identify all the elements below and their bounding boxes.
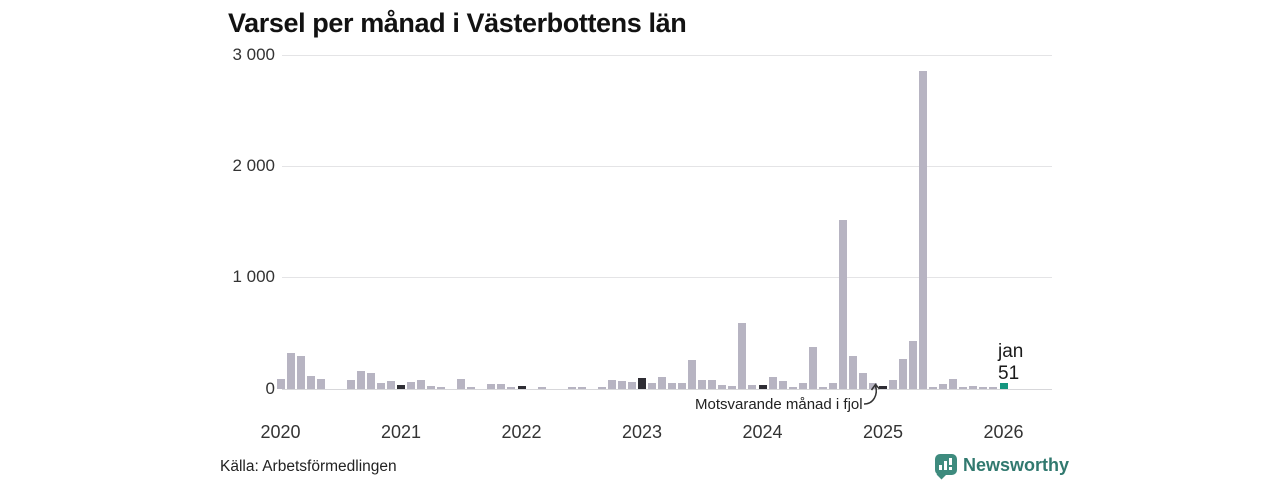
bar-2023-02 [648,383,657,389]
bar-2024-11 [858,373,867,389]
bar-2023-07 [698,380,707,389]
gridline-3000 [282,55,1052,56]
x-tick-label: 2022 [501,422,542,442]
x-tick-label: 2025 [862,422,904,442]
x-tick-label: 2021 [380,422,422,442]
gridline-0 [282,389,1052,390]
bar-2024-10 [848,356,857,389]
bar-2024-05 [798,383,807,389]
bar-2023-08 [708,380,717,389]
bar-2020-04 [306,376,315,389]
bar-2023-10 [728,386,737,389]
bar-2025-11 [979,387,988,389]
bar-2026-01 [999,383,1008,389]
gridline-1000 [282,277,1052,278]
source-credit: Källa: Arbetsförmedlingen [220,458,397,475]
bar-2024-02 [768,377,777,389]
bar-2025-06 [929,387,938,389]
bar-2025-08 [949,379,958,389]
bar-2022-11 [617,381,626,389]
bar-2021-03 [417,380,426,389]
newsworthy-speech-bubble-bar-chart-icon [935,454,957,480]
bar-2020-11 [376,383,385,389]
y-tick-label: 3 000 [232,45,275,64]
bar-2021-11 [497,384,506,389]
bar-2025-07 [939,384,948,389]
bar-2022-06 [567,387,576,389]
bar-2022-03 [537,387,546,389]
bar-2020-03 [296,356,305,389]
bar-2023-12 [748,385,757,389]
bar-2024-08 [828,383,837,389]
y-tick-label: 2 000 [232,156,275,175]
bar-2025-10 [969,386,978,389]
bar-2023-05 [678,383,687,389]
bar-2021-10 [487,384,496,389]
bar-2024-01 [758,385,767,389]
bar-2023-01 [638,378,646,389]
bar-2025-05 [919,71,928,389]
gridline-2000 [282,166,1052,167]
annotation-fjol-label: Motsvarande månad i fjol [695,396,863,413]
bar-2023-04 [668,383,677,389]
bar-2022-10 [607,380,616,389]
bar-2021-05 [437,387,446,389]
bar-2024-09 [838,220,847,389]
bar-2020-10 [366,373,375,389]
current-month-value: 51 [998,363,1020,384]
x-tick-label: 2020 [260,422,301,442]
bar-2025-04 [909,341,918,389]
bar-2025-12 [989,387,998,389]
bar-2024-04 [788,387,797,389]
bar-2020-09 [356,371,365,389]
bar-2025-01 [879,386,888,389]
bar-2020-01 [276,379,285,389]
newsworthy-wordmark: Newsworthy [963,455,1070,475]
bar-2022-09 [597,387,606,389]
bar-2022-07 [577,387,586,389]
bar-2023-09 [718,385,727,389]
bar-2021-01 [397,385,405,389]
bar-2025-03 [899,359,908,389]
bar-2024-06 [808,347,817,389]
bar-2020-05 [316,379,325,389]
y-tick-label: 1 000 [232,267,275,286]
bar-2024-07 [818,387,827,389]
bar-2023-06 [688,360,697,389]
bar-2023-03 [658,377,667,389]
page-title: Varsel per månad i Västerbottens län [228,8,687,38]
bar-2024-12 [868,383,877,389]
bar-2021-02 [407,382,416,389]
bar-2020-08 [346,380,355,389]
annotation-arrow-icon [863,383,881,405]
bar-2022-01 [517,386,526,389]
bar-2020-02 [286,353,295,389]
bar-2022-12 [627,382,636,389]
bar-2021-12 [507,387,516,389]
y-tick-label: 0 [265,379,275,398]
bar-2025-09 [959,387,968,389]
bar-2021-04 [427,386,436,389]
bar-2021-07 [457,379,466,389]
bar-2020-12 [386,381,395,389]
x-tick-label: 2026 [983,422,1024,442]
bar-2021-08 [467,387,476,389]
x-tick-label: 2024 [742,422,783,442]
bar-2024-03 [778,381,787,389]
bar-2025-02 [889,380,898,389]
x-tick-label: 2023 [621,422,663,442]
current-month-name: jan [998,341,1024,362]
bar-2023-11 [738,323,747,389]
current-month-data-label: jan 51 [998,341,1023,385]
